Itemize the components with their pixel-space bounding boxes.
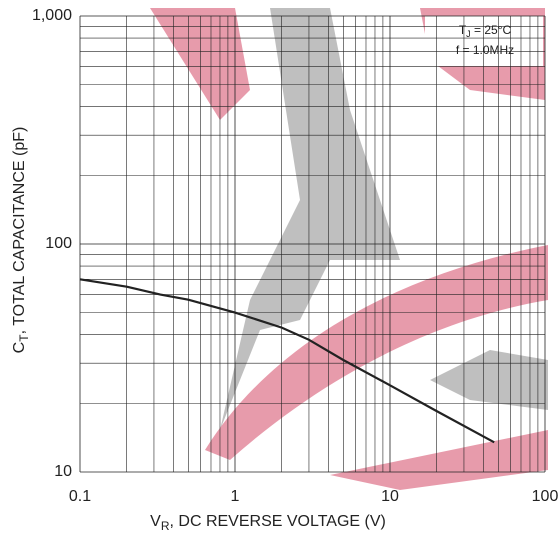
x-tick-label: 1 — [231, 488, 240, 505]
axis-label-text: C — [11, 342, 28, 354]
x-tick-label: 10 — [381, 488, 399, 505]
axis-label-text: , TOTAL CAPACITANCE (pF) — [11, 127, 28, 335]
y-tick-label: 10 — [54, 463, 72, 480]
axis-label-text: , DC REVERSE VOLTAGE (V) — [170, 513, 386, 530]
annotation: f = 1.0MHz — [456, 43, 514, 57]
y-tick-label: 1,000 — [32, 7, 72, 24]
y-tick-label: 100 — [45, 235, 72, 252]
page: {"chart_data": { "type": "line", "y_labe… — [0, 0, 558, 535]
axis-label-sub: R — [161, 519, 170, 533]
watermark — [150, 8, 548, 490]
annotation-text: = 25°C — [471, 23, 512, 37]
x-tick-label: 100 — [532, 488, 558, 505]
y-axis-label: CT, TOTAL CAPACITANCE (pF) — [11, 127, 31, 354]
chart: TJ = 25°C f = 1.0MHz VR, DC REVERSE VOLT… — [0, 0, 558, 535]
x-tick-label: 0.1 — [69, 488, 91, 505]
x-axis-label: VR, DC REVERSE VOLTAGE (V) — [150, 513, 386, 533]
watermark-shape — [330, 430, 548, 490]
axis-label-text: V — [150, 513, 161, 530]
watermark-shape — [430, 350, 548, 410]
